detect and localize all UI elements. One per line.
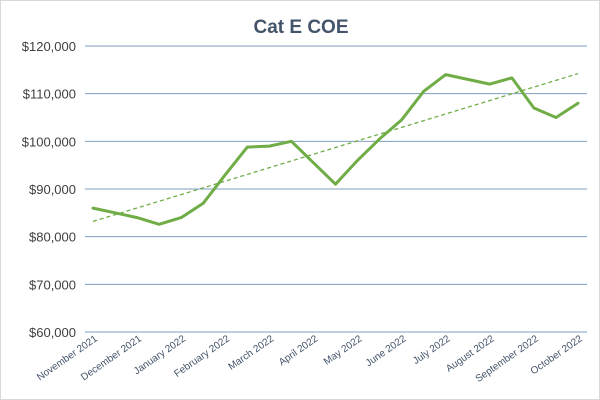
data-point — [179, 216, 183, 219]
data-point — [554, 116, 558, 119]
series-line — [91, 73, 580, 226]
gridlines — [85, 45, 587, 333]
data-point — [290, 140, 293, 143]
x-tick-label: May 2022 — [322, 333, 365, 367]
data-point — [466, 78, 469, 81]
data-point — [312, 161, 315, 164]
trendline-layer — [92, 73, 579, 223]
data-point — [157, 223, 161, 226]
data-point — [422, 90, 425, 93]
data-point — [224, 173, 227, 176]
data-point — [444, 73, 447, 76]
x-tick-label: April 2022 — [277, 333, 321, 368]
y-tick-label: $90,000 — [29, 182, 76, 197]
data-point — [91, 206, 95, 210]
data-point — [378, 137, 381, 141]
y-tick-label: $80,000 — [29, 230, 76, 245]
chart-title: Cat E COE — [253, 17, 348, 38]
trendline — [92, 73, 579, 223]
series-layer — [91, 73, 580, 226]
data-point — [510, 76, 514, 80]
data-point — [532, 106, 536, 110]
data-point — [202, 202, 205, 205]
y-tick-label: $120,000 — [22, 39, 76, 54]
x-tick-label: June 2022 — [364, 333, 409, 369]
data-point — [135, 216, 139, 219]
data-point — [334, 183, 337, 186]
y-tick-label: $60,000 — [29, 325, 76, 340]
data-point — [246, 145, 249, 149]
data-point — [113, 211, 117, 215]
data-point — [488, 82, 492, 86]
y-tick-label: $110,000 — [23, 87, 76, 102]
x-tick-label: July 2022 — [411, 333, 453, 367]
y-axis-ticks: $60,000 $70,000 $80,000 $90,000 $100,000 $110… — [22, 39, 76, 340]
x-tick-label: March 2022 — [227, 333, 277, 373]
data-point — [356, 159, 359, 162]
y-tick-label: $100,000 — [22, 134, 76, 149]
data-point — [576, 102, 580, 105]
data-point — [268, 144, 271, 148]
y-tick-label: $70,000 — [29, 277, 76, 292]
data-point — [400, 118, 403, 122]
